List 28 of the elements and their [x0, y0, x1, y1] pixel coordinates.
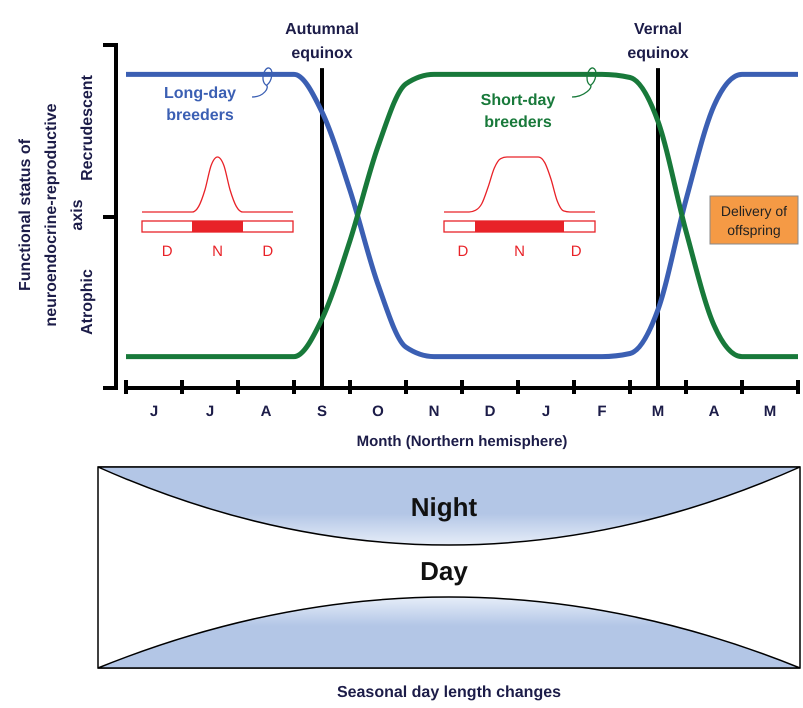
text: Night	[410, 492, 478, 522]
text: Atrophic	[79, 269, 96, 335]
x-tick-label: D	[457, 243, 468, 260]
x-tick-label: D	[484, 403, 496, 420]
series-label: Long-day breeders	[164, 85, 236, 124]
x-tick-label: O	[372, 403, 384, 420]
x-tick-label: A	[260, 403, 272, 420]
series-label: Short-day breeders	[480, 92, 556, 131]
x-tick-label: D	[162, 243, 173, 260]
x-axis-title: Month (Northern hemisphere)	[356, 433, 568, 450]
x-tick-label: N	[212, 243, 223, 260]
x-tick-label: D	[570, 243, 582, 260]
text: Day	[420, 556, 468, 586]
x-tick-label: S	[316, 403, 328, 420]
x-tick-label: D	[262, 243, 274, 260]
x-tick-label: N	[428, 403, 440, 420]
text: Seasonal day length changes	[336, 684, 562, 701]
x-tick-label: N	[514, 243, 525, 260]
annotation: Delivery of offspring	[720, 203, 788, 238]
x-tick-label: F	[597, 403, 607, 420]
x-tick-label: J	[206, 403, 214, 420]
x-tick-label: A	[708, 403, 720, 420]
x-tick-label: M	[764, 403, 776, 420]
ref-line-label: Vernal equinox	[627, 21, 689, 62]
x-tick-label: J	[150, 403, 158, 420]
ref-line-label: Autumnal equinox	[285, 21, 359, 62]
x-tick-label: J	[542, 403, 550, 420]
x-tick-label: M	[652, 403, 664, 420]
